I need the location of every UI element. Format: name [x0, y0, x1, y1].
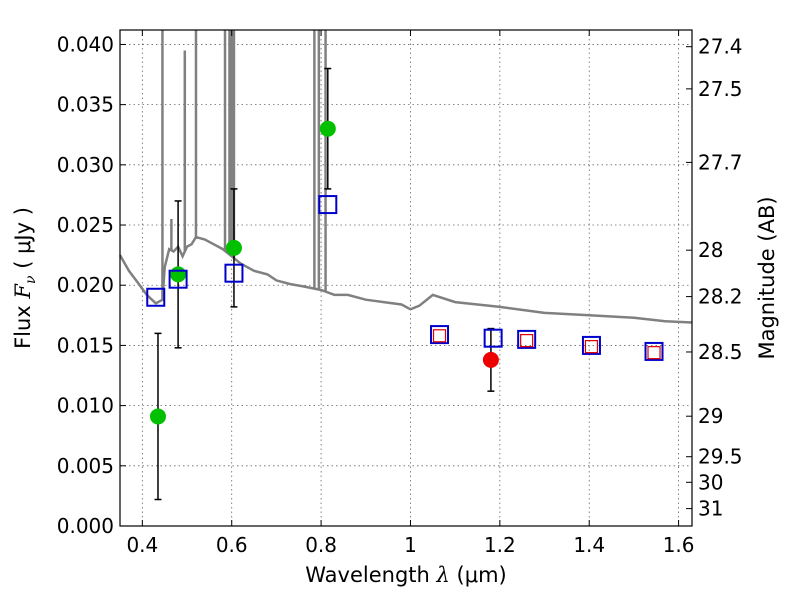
- mag-tick-label: 28.2: [698, 285, 743, 309]
- magnitude-axis-title: Magnitude (AB): [755, 196, 779, 359]
- x-axis-title: Wavelength λ (μm): [305, 563, 506, 587]
- x-tick-label: 1: [404, 533, 417, 557]
- x-tick-label: 1.4: [573, 533, 605, 557]
- blue-model-square: [146, 287, 166, 307]
- x-tick-label: 0.6: [216, 533, 248, 557]
- y-tick-label: 0.005: [57, 454, 114, 478]
- green-data-point: [149, 408, 166, 425]
- y-tick-label: 0.040: [57, 32, 114, 56]
- red-data-point: [482, 351, 499, 368]
- mag-tick-label: 29: [698, 404, 723, 428]
- magnitude-ticks: 27.4 27.5 27.7 28 28.2 28.5 29 29.530 31: [686, 35, 743, 521]
- green-data-point: [225, 239, 242, 256]
- y-tick-label: 0.000: [57, 514, 114, 538]
- blue-model-square: [430, 325, 450, 345]
- y-axis-title: Flux Fν ( μJy ): [11, 207, 39, 349]
- y-tick-label: 0.025: [57, 213, 114, 237]
- model-squares-layer: [146, 195, 664, 361]
- y-tick-label: 0.015: [57, 333, 114, 357]
- mag-tick-label: 27.4: [698, 35, 743, 59]
- green-data-point: [319, 120, 336, 137]
- y-ticks: 0.000 0.005 0.010 0.015 0.020 0.025 0.030 0.035…: [57, 32, 126, 538]
- blue-model-square: [318, 195, 338, 215]
- red-model-square: [584, 340, 599, 354]
- blue-model-square: [224, 263, 244, 283]
- sed-model-layer: [118, 30, 693, 324]
- x-tick-label: 0.8: [305, 533, 337, 557]
- red-model-square: [432, 329, 447, 343]
- red-model-square: [647, 346, 661, 360]
- y-tick-label: 0.030: [57, 153, 114, 177]
- mag-tick-label: 27.7: [698, 150, 743, 174]
- y-tick-label: 0.010: [57, 394, 114, 418]
- x-tick-label: 1.2: [484, 533, 516, 557]
- mag-tick-label: 28: [698, 238, 723, 262]
- x-tick-label: 0.4: [126, 533, 158, 557]
- x-ticks: 0.4 0.6 0.8 1 1.2 1.4 1.6: [126, 30, 695, 557]
- mag-tick-label: 31: [698, 497, 723, 521]
- blue-model-square: [483, 328, 503, 348]
- grid-lines: [120, 30, 692, 527]
- mag-tick-label: 28.5: [698, 340, 743, 364]
- red-model-square: [520, 334, 534, 348]
- y-tick-label: 0.035: [57, 93, 114, 117]
- blue-model-square: [168, 269, 188, 289]
- x-tick-label: 1.6: [663, 533, 695, 557]
- blue-model-square: [581, 335, 601, 355]
- blue-model-square: [644, 341, 664, 361]
- sed-model-line: [118, 235, 693, 324]
- mag-tick-label: 29.5: [698, 445, 743, 469]
- mag-tick-label: 27.5: [698, 77, 743, 101]
- green-data-point: [170, 266, 187, 283]
- plot-frame: [119, 29, 693, 527]
- y-tick-label: 0.020: [57, 273, 114, 297]
- mag-tick-label: 30: [698, 470, 723, 494]
- blue-model-square: [517, 329, 537, 349]
